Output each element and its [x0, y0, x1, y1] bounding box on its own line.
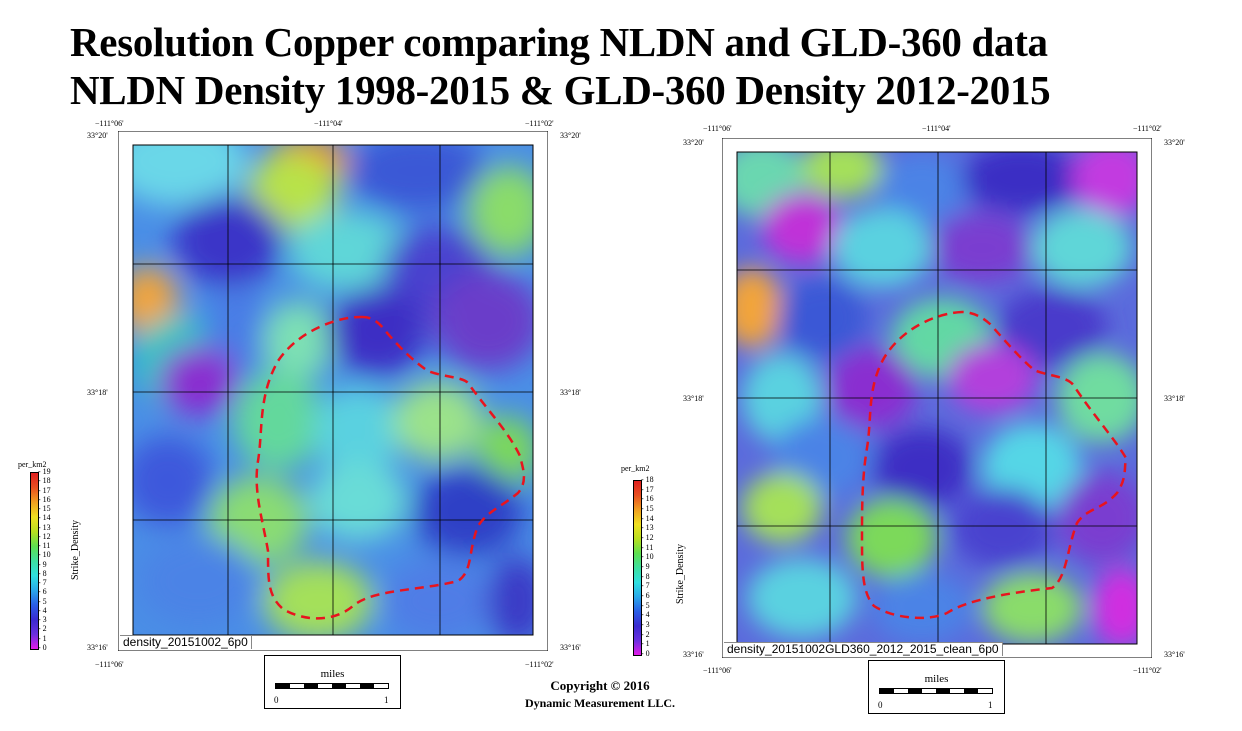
nldn-right-lat-3: 33°16'	[560, 643, 581, 652]
gld360-colorbar-tick: - 11	[641, 542, 654, 552]
nldn-bottom-lon-1: −111°06'	[95, 660, 124, 669]
nldn-colorbar-tick: - 3	[38, 615, 47, 625]
gld360-colorbar-tick: - 2	[641, 629, 650, 639]
nldn-scalebar-bar	[275, 683, 389, 689]
nldn-colorbar-tick: - 12	[38, 531, 51, 541]
gld360-scalebar-unit: miles	[924, 673, 949, 685]
nldn-colorbar-tick: - 14	[38, 513, 51, 523]
nldn-footer-filename: density_20151002_6p0	[120, 635, 252, 649]
nldn-colorbar-tick: - 15	[38, 504, 51, 514]
nldn-right-lat-1: 33°20'	[560, 131, 581, 140]
nldn-left-lat-2: 33°18'	[87, 388, 108, 397]
nldn-bottom-lon-2: −111°02'	[525, 660, 554, 669]
gld360-left-lat-3: 33°16'	[683, 650, 704, 659]
nldn-left-lat-3: 33°16'	[87, 643, 108, 652]
copyright-line-2: Dynamic Measurement LLC.	[524, 696, 676, 710]
nldn-colorbar-tick: - 1	[38, 633, 47, 643]
gld360-colorbar-unit: per_km2	[621, 464, 650, 473]
gld360-colorbar-tick: - 13	[641, 523, 654, 533]
gld360-bottom-lon-2: −111°02'	[1133, 666, 1162, 675]
nldn-colorbar-tick: - 5	[38, 596, 47, 606]
nldn-colorbar-tick: - 16	[38, 494, 51, 504]
nldn-left-lat-1: 33°20'	[87, 131, 108, 140]
copyright-line-1: Copyright © 2016	[550, 678, 650, 693]
gld360-scalebar-start: 0	[878, 700, 883, 710]
gld360-bottom-lon-1: −111°06'	[703, 666, 732, 675]
gld360-colorbar-tick: - 1	[641, 639, 650, 649]
nldn-colorbar-tick: - 10	[38, 550, 51, 560]
gld360-map-panel: density_20151002GLD360_2012_2015_clean_6…	[722, 138, 1152, 658]
gld360-study-boundary	[860, 310, 1128, 620]
nldn-graticule	[133, 145, 533, 635]
nldn-colorbar-tick: - 4	[38, 605, 47, 615]
gld360-colorbar-tick: - 18	[641, 475, 654, 484]
gld360-density-map[interactable]	[722, 138, 1152, 658]
nldn-colorbar-tick: - 0	[38, 643, 47, 652]
gld360-colorbar-tick: - 16	[641, 494, 654, 504]
gld360-scalebar: miles 0 1	[868, 660, 1005, 714]
nldn-density-field	[133, 145, 533, 635]
gld360-colorbar: per_km2 - 18- 17- 16- 15- 14- 13- 12- 11…	[619, 464, 689, 664]
nldn-colorbar-tick: - 17	[38, 485, 51, 495]
nldn-colorbar-label: Strike_Density	[70, 520, 81, 580]
gld360-colorbar-label: Strike_Density	[675, 544, 686, 604]
nldn-colorbar: per_km2 - 19- 18- 17- 16- 15- 14- 13- 12…	[16, 460, 86, 660]
gld360-top-lon-1: −111°06'	[703, 124, 732, 133]
nldn-colorbar-tick: - 9	[38, 559, 47, 569]
gld360-density-field	[737, 152, 1137, 644]
gld360-top-lon-2: −111°04'	[922, 124, 951, 133]
nldn-study-boundary	[255, 315, 526, 620]
title-line-1: Resolution Copper comparing NLDN and GLD…	[70, 19, 1048, 65]
gld360-scalebar-end: 1	[988, 700, 993, 710]
nldn-right-lat-2: 33°18'	[560, 388, 581, 397]
gld360-right-lat-1: 33°20'	[1164, 138, 1185, 147]
nldn-scalebar: miles 0 1	[264, 655, 401, 709]
gld360-colorbar-tick: - 9	[641, 562, 650, 571]
gld360-graticule	[737, 152, 1137, 644]
title-line-2: NLDN Density 1998-2015 & GLD-360 Density…	[70, 67, 1051, 113]
gld360-colorbar-tick: - 15	[641, 504, 654, 513]
nldn-colorbar-unit: per_km2	[18, 460, 47, 469]
nldn-colorbar-tick: - 19	[38, 467, 51, 476]
gld360-colorbar-tick: - 7	[641, 581, 650, 591]
gld360-colorbar-tick: - 10	[641, 552, 654, 562]
gld360-scalebar-bar	[879, 688, 993, 694]
nldn-colorbar-tick: - 7	[38, 578, 47, 588]
nldn-density-map[interactable]	[118, 131, 548, 651]
nldn-top-lon-3: −111°02'	[525, 119, 554, 128]
gld360-colorbar-tick: - 6	[641, 591, 650, 600]
gld360-colorbar-tick: - 14	[641, 513, 654, 523]
nldn-colorbar-tick: - 13	[38, 522, 51, 532]
nldn-colorbar-gradient	[30, 472, 39, 650]
nldn-colorbar-tick: - 2	[38, 624, 47, 634]
gld360-left-lat-2: 33°18'	[683, 394, 704, 403]
gld360-colorbar-gradient	[633, 480, 642, 656]
nldn-colorbar-tick: - 18	[38, 476, 51, 486]
gld360-colorbar-tick: - 3	[641, 620, 650, 629]
nldn-scalebar-end: 1	[384, 695, 389, 705]
gld360-top-lon-3: −111°02'	[1133, 124, 1162, 133]
gld360-colorbar-tick: - 12	[641, 533, 654, 542]
nldn-colorbar-tick: - 6	[38, 587, 47, 597]
gld360-colorbar-tick: - 0	[641, 649, 650, 658]
gld360-right-lat-2: 33°18'	[1164, 394, 1185, 403]
nldn-colorbar-tick: - 11	[38, 541, 51, 551]
gld360-footer-filename: density_20151002GLD360_2012_2015_clean_6…	[724, 642, 1003, 656]
gld360-colorbar-tick: - 8	[641, 571, 650, 581]
nldn-scalebar-unit: miles	[320, 668, 345, 680]
gld360-left-lat-1: 33°20'	[683, 138, 704, 147]
nldn-map-panel: density_20151002_6p0	[118, 131, 548, 651]
gld360-colorbar-tick: - 5	[641, 600, 650, 610]
gld360-right-lat-3: 33°16'	[1164, 650, 1185, 659]
nldn-colorbar-tick: - 8	[38, 568, 47, 578]
gld360-colorbar-tick: - 17	[641, 484, 654, 494]
nldn-top-lon-1: −111°06'	[95, 119, 124, 128]
gld360-colorbar-tick: - 4	[641, 610, 650, 620]
nldn-scalebar-start: 0	[274, 695, 279, 705]
nldn-top-lon-2: −111°04'	[314, 119, 343, 128]
